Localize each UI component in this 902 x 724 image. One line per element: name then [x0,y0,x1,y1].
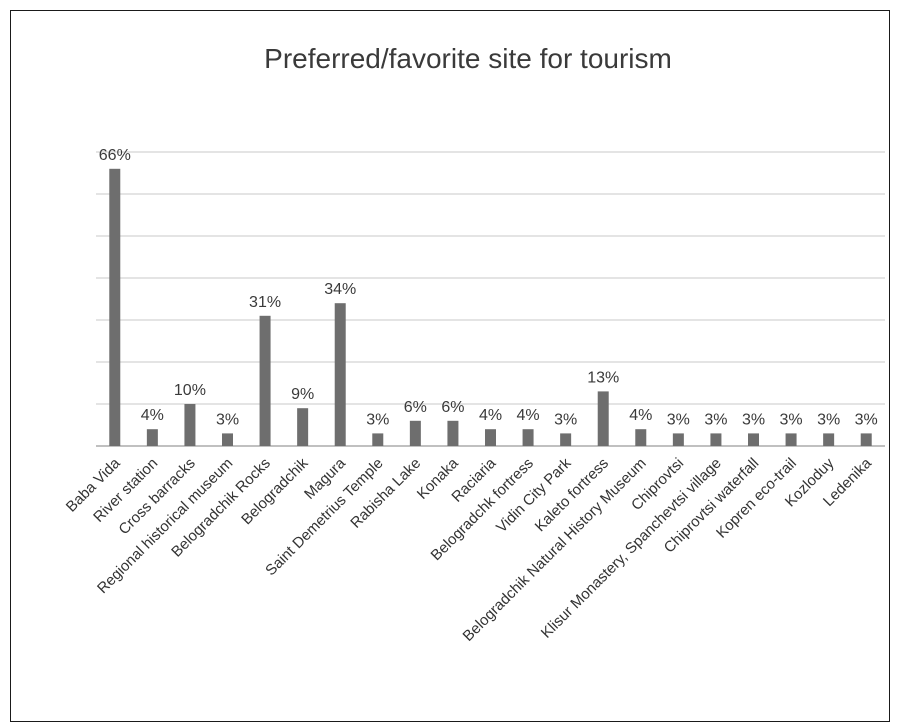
data-label: 4% [141,407,164,424]
data-label: 4% [479,407,502,424]
bar [485,429,496,446]
bars [109,168,872,447]
bar [597,391,609,446]
bar [672,433,684,446]
chart-title: Preferred/favorite site for tourism [264,43,672,74]
bar [560,433,572,446]
chart-frame [10,10,890,722]
data-label: 34% [324,281,356,298]
data-label: 3% [742,411,765,428]
bar [860,433,872,446]
data-label: 3% [780,411,803,428]
data-label: 3% [817,411,840,428]
bar [823,433,835,446]
bar [146,429,158,446]
bar [522,429,534,446]
data-labels: 66% 4% 10% 3% 31% 9% 34% 3% 6% 6% 4% 4% 3% 13% 4% 3% 3% 3… [99,147,878,429]
data-label: 9% [291,386,314,403]
bar [259,315,271,446]
bar [222,433,233,446]
bar [635,429,647,446]
data-label: 4% [517,407,540,424]
bar [184,404,196,446]
data-label: 3% [554,411,577,428]
bar [109,168,121,447]
data-label: 66% [99,147,131,164]
bar [785,433,797,446]
data-label: 13% [587,369,619,386]
bar [409,420,421,446]
data-label: 3% [855,411,878,428]
bar [372,433,384,446]
gridlines [96,151,885,447]
bar [297,408,309,446]
data-label: 3% [704,411,727,428]
bar [710,433,722,446]
data-label: 3% [366,411,389,428]
data-label: 3% [216,411,239,428]
data-label: 4% [629,407,652,424]
bar [334,303,346,446]
data-label: 31% [249,294,281,311]
bar [748,433,759,446]
data-label: 6% [441,399,464,416]
data-label: 6% [404,399,427,416]
data-label: 3% [667,411,690,428]
data-label: 10% [174,382,206,399]
bar [447,420,459,446]
